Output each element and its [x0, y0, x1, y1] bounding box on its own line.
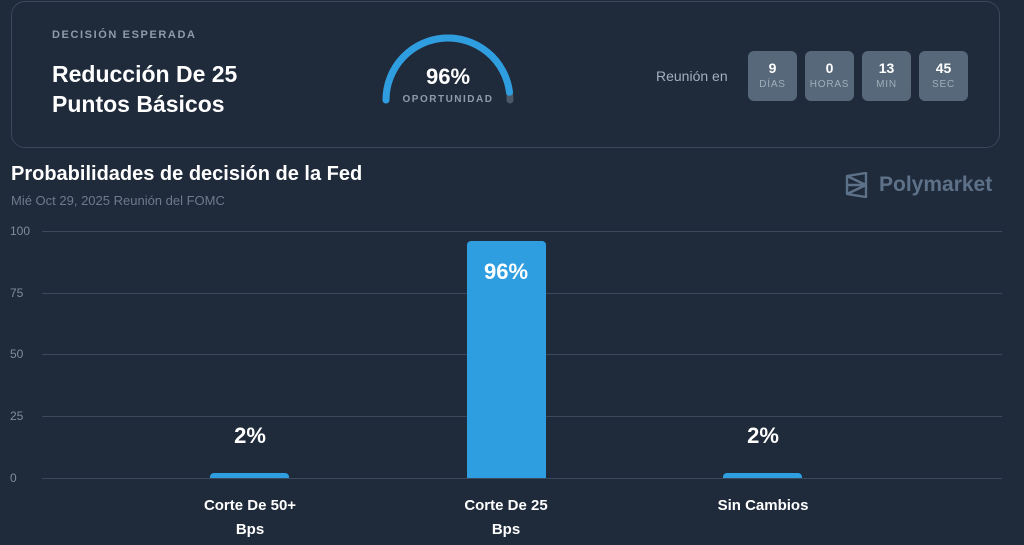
expected-decision-card: DECISIÓN ESPERADA Reducción De 25 Puntos… — [11, 1, 1000, 148]
gauge-value: 96% — [425, 64, 471, 89]
bar-cut-50-plus[interactable] — [210, 473, 289, 478]
bar-no-change[interactable] — [723, 473, 802, 478]
gauge-arc-icon — [382, 34, 514, 104]
y-tick-label: 25 — [10, 409, 24, 423]
y-tick-label: 75 — [10, 286, 24, 300]
countdown-value: 9 — [768, 60, 777, 76]
countdown-seconds: 45 SEC — [919, 51, 968, 101]
y-tick-label: 50 — [10, 347, 24, 361]
countdown-value: 45 — [935, 60, 952, 76]
expected-decision-label: DECISIÓN ESPERADA — [52, 29, 197, 41]
countdown-unit: MIN — [876, 79, 897, 90]
x-category-label: Sin Cambios — [717, 497, 809, 514]
chart-subtitle: Mié Oct 29, 2025 Reunión del FOMC — [11, 193, 225, 208]
y-tick-label: 0 — [10, 471, 17, 485]
countdown-value: 0 — [825, 60, 834, 76]
gridline-0 — [42, 478, 1002, 479]
bar-value-label: 96% — [483, 258, 529, 284]
countdown-value: 13 — [878, 60, 895, 76]
expected-decision-title: Reducción De 25 Puntos Básicos — [52, 61, 238, 117]
countdown-hours: 0 HORAS — [805, 51, 854, 101]
chart-title: Probabilidades de decisión de la Fed — [11, 163, 363, 185]
polymarket-icon — [845, 172, 868, 198]
polymarket-logo[interactable]: Polymarket — [844, 172, 992, 198]
gridline-100 — [42, 231, 1002, 232]
bar-value-label: 2% — [747, 423, 779, 449]
y-tick-label: 100 — [10, 224, 31, 238]
probability-gauge: 96% OPORTUNIDAD — [378, 30, 518, 110]
gauge-label: OPORTUNIDAD — [402, 94, 494, 105]
countdown-days: 9 DÍAS — [748, 51, 797, 101]
countdown-unit: HORAS — [809, 79, 850, 90]
meeting-countdown-label: Reunión en — [656, 68, 728, 84]
countdown-minutes: 13 MIN — [862, 51, 911, 101]
countdown-unit: SEC — [932, 79, 955, 90]
countdown-unit: DÍAS — [759, 79, 786, 90]
x-category-label: Corte De 50+ Bps — [203, 497, 297, 538]
bar-cut-25[interactable] — [467, 240, 546, 478]
meeting-countdown: 9 DÍAS 0 HORAS 13 MIN 45 SEC — [748, 51, 968, 101]
x-category-label: Corte De 25 Bps — [464, 497, 548, 538]
bar-value-label: 2% — [234, 423, 266, 449]
brand-name: Polymarket — [879, 173, 993, 196]
